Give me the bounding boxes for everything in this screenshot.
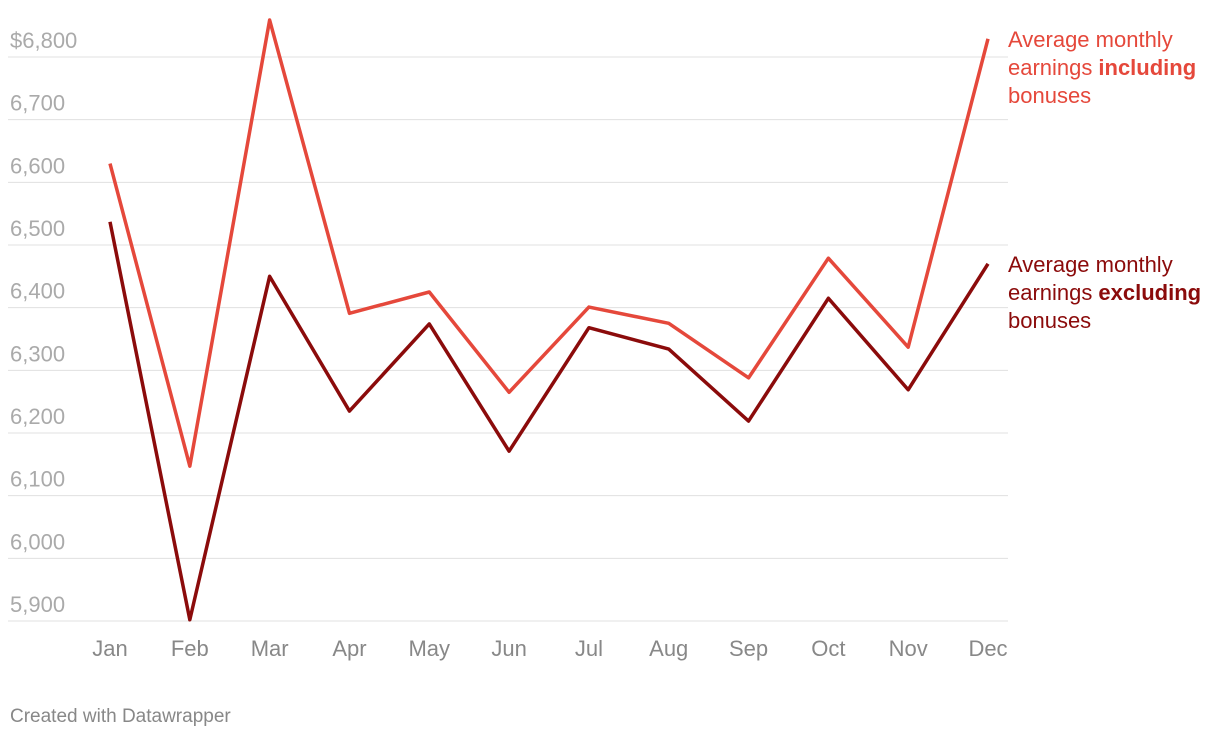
series-label-part: earnings xyxy=(1008,280,1092,305)
series-label-part: bonuses xyxy=(1008,308,1091,333)
x-tick-label: May xyxy=(408,636,450,661)
series-label: Average monthly earnings including bonuses xyxy=(1008,27,1196,108)
y-tick-label: 6,300 xyxy=(10,341,65,366)
x-tick-label: Jun xyxy=(491,636,526,661)
x-tick-label: Jul xyxy=(575,636,603,661)
x-tick-label: Nov xyxy=(889,636,928,661)
x-tick-label: Aug xyxy=(649,636,688,661)
x-tick-label: Mar xyxy=(251,636,289,661)
x-tick-label: Jan xyxy=(92,636,127,661)
series-label-part: including xyxy=(1098,55,1196,80)
y-tick-label: 5,900 xyxy=(10,592,65,617)
y-tick-label: 6,000 xyxy=(10,529,65,554)
y-tick-label: $6,800 xyxy=(10,28,77,53)
series-label-part: Average monthly xyxy=(1008,27,1173,52)
y-tick-label: 6,100 xyxy=(10,467,65,492)
y-tick-label: 6,600 xyxy=(10,153,65,178)
series-line xyxy=(108,18,990,468)
series-label-part: Average monthly xyxy=(1008,252,1173,277)
x-tick-label: Dec xyxy=(968,636,1007,661)
series-label: Average monthly earnings excluding bonuses xyxy=(1008,252,1201,333)
series-line xyxy=(108,221,990,622)
series-label-part: bonuses xyxy=(1008,83,1091,108)
y-tick-label: 6,700 xyxy=(10,91,65,116)
y-tick-label: 6,500 xyxy=(10,216,65,241)
y-tick-label: 6,400 xyxy=(10,279,65,304)
series-label-part: excluding xyxy=(1098,280,1201,305)
y-tick-label: 6,200 xyxy=(10,404,65,429)
x-tick-label: Oct xyxy=(811,636,845,661)
series-label-part: earnings xyxy=(1008,55,1092,80)
x-tick-label: Apr xyxy=(332,636,366,661)
x-tick-label: Sep xyxy=(729,636,768,661)
credit: Created with Datawrapper xyxy=(10,706,231,727)
x-tick-label: Feb xyxy=(171,636,209,661)
